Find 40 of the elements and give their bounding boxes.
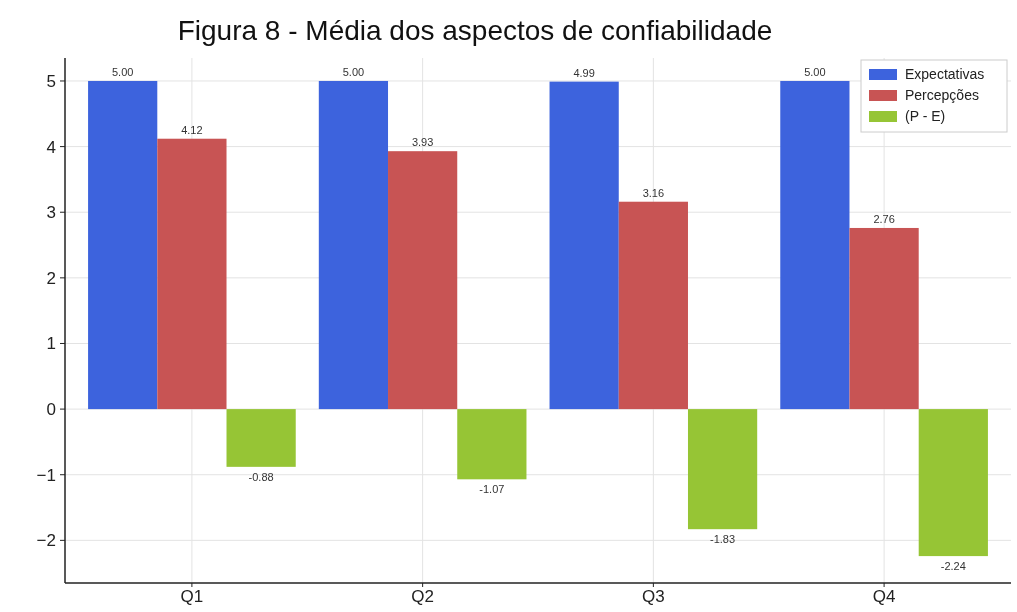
legend-label: Percepções [905,86,979,103]
bar [549,81,619,410]
y-tick-label: 0 [46,400,56,420]
x-tick-label: Q1 [180,587,204,606]
bar [88,80,158,410]
y-tick-label: 1 [46,334,56,354]
x-tick-label: Q2 [411,587,434,606]
bar [457,409,527,480]
bar [388,151,458,410]
bar [618,201,688,410]
y-tick-label: 2 [46,268,56,288]
bar [780,80,850,410]
bar [318,80,389,410]
data-label: 2.76 [873,212,895,225]
bar [918,409,988,557]
data-label: 4.12 [181,123,203,136]
y-tick-label: 3 [46,203,56,223]
y-tick-label: −1 [36,465,56,485]
bar [849,227,919,410]
chart-title: Figura 8 - Média dos aspectos de confiabilidade [177,15,773,46]
legend-label: (P - E) [905,107,946,124]
x-tick-label: Q4 [872,587,896,606]
y-tick-label: 4 [46,137,56,157]
legend-label: Expectativas [905,65,985,82]
x-tick-label: Q3 [642,587,665,606]
bar [687,409,758,530]
data-label: -0.88 [248,470,274,483]
data-label: 3.93 [411,136,434,149]
bar [226,409,296,467]
y-tick-label: 5 [46,71,56,91]
data-label: -2.24 [940,560,966,573]
bar [157,138,227,410]
data-label: -1.83 [710,533,736,546]
data-label: 5.00 [111,65,134,78]
data-label: 4.99 [573,66,595,79]
data-label: 5.00 [342,65,365,78]
y-tick-label: −2 [36,531,56,551]
data-label: 5.00 [804,65,826,78]
data-label: -1.07 [479,483,505,496]
data-label: 3.16 [642,186,665,199]
